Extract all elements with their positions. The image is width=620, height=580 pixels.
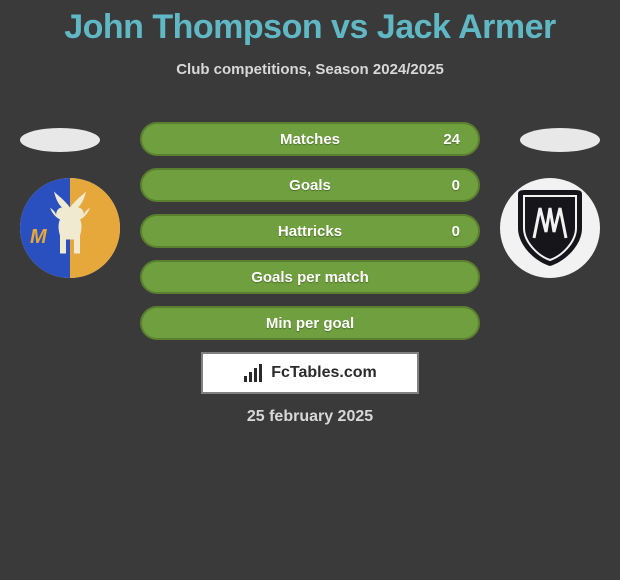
club-crest-right — [500, 178, 600, 278]
stat-label: Hattricks — [278, 223, 342, 240]
subtitle: Club competitions, Season 2024/2025 — [0, 61, 620, 78]
stat-value-right: 0 — [452, 223, 460, 240]
flag-right-placeholder — [520, 128, 600, 152]
branding-text: FcTables.com — [271, 364, 377, 382]
stat-value-right: 24 — [443, 131, 460, 148]
stat-row-hattricks: Hattricks 0 — [140, 214, 480, 248]
bars-icon — [243, 364, 265, 382]
stats-container: Matches 24 Goals 0 Hattricks 0 Goals per… — [140, 122, 480, 352]
stat-row-goals-per-match: Goals per match — [140, 260, 480, 294]
stat-label: Goals per match — [251, 269, 369, 286]
stat-row-matches: Matches 24 — [140, 122, 480, 156]
stat-value-right: 0 — [452, 177, 460, 194]
stat-row-goals: Goals 0 — [140, 168, 480, 202]
branding-box: FcTables.com — [201, 352, 419, 394]
stat-row-min-per-goal: Min per goal — [140, 306, 480, 340]
stag-icon — [40, 190, 100, 260]
shield-icon — [514, 188, 586, 268]
flag-left-placeholder — [20, 128, 100, 152]
stat-label: Min per goal — [266, 315, 354, 332]
page-title: John Thompson vs Jack Armer — [0, 0, 620, 47]
stat-label: Goals — [289, 177, 331, 194]
club-crest-left: M — [20, 178, 120, 278]
date-text: 25 february 2025 — [0, 408, 620, 426]
stat-label: Matches — [280, 131, 340, 148]
crest-left-letter: M — [30, 226, 47, 249]
